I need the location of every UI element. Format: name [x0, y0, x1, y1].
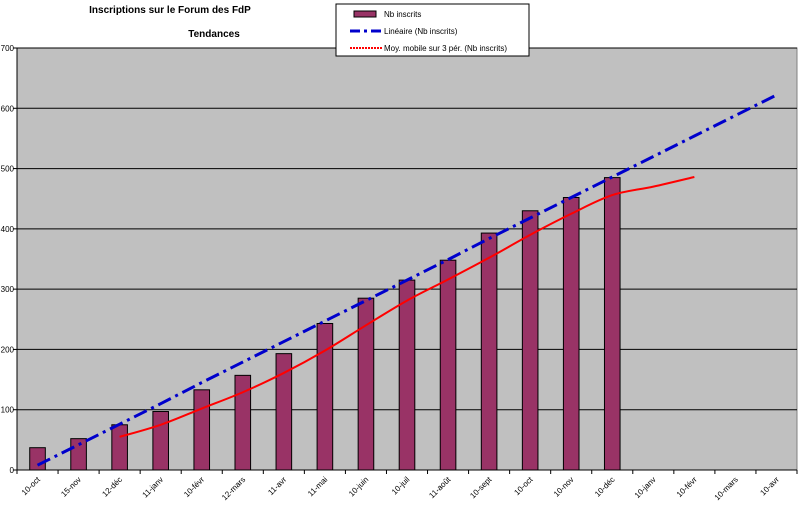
- y-tick-label: 400: [1, 225, 15, 234]
- line-series: [36, 93, 778, 467]
- bar: [562, 197, 580, 471]
- bar: [29, 447, 46, 471]
- x-tick-label: 10-janv: [633, 475, 658, 500]
- x-tick-label: 11-août: [427, 475, 453, 501]
- bar-series: [29, 177, 621, 471]
- x-tick-label: 10-oct: [512, 475, 535, 498]
- bar: [111, 424, 128, 471]
- bar: [398, 279, 416, 471]
- chart-title: Inscriptions sur le Forum des FdP: [89, 5, 251, 16]
- x-tick-label: 10-juin: [347, 475, 370, 498]
- bar: [439, 259, 457, 471]
- x-tick-label: 11-avr: [266, 475, 288, 497]
- y-tick-label: 0: [10, 466, 15, 475]
- x-tick-label: 10-mars: [713, 475, 740, 502]
- moving-average-line: [119, 176, 695, 438]
- bar: [193, 389, 211, 471]
- x-tick-label: 12-déc: [100, 475, 124, 499]
- chart-subtitle: Tendances: [188, 29, 240, 40]
- x-tick-label: 10-oct: [20, 475, 43, 498]
- x-tick-label: 10-avr: [758, 475, 781, 498]
- x-tick-label: 10-nov: [552, 475, 576, 499]
- legend: Nb inscrits Linéaire (Nb inscrits) Moy. mo…: [335, 3, 530, 57]
- x-tick-label: 15-nov: [59, 475, 83, 499]
- bar: [152, 411, 169, 471]
- x-tick-label: 12-mars: [220, 475, 247, 502]
- x-tick-label: 11-janv: [141, 475, 166, 500]
- legend-label: Moy. mobile sur 3 pér. (Nb inscrits): [384, 44, 507, 53]
- bar: [521, 210, 539, 471]
- x-tick-label: 11-mai: [306, 475, 329, 498]
- bar: [357, 297, 375, 471]
- y-tick-label: 300: [1, 285, 15, 294]
- y-tick-label: 500: [1, 165, 15, 174]
- y-tick-label: 200: [1, 345, 15, 354]
- legend-label: Linéaire (Nb inscrits): [384, 27, 458, 36]
- x-tick-label: 10-sept: [468, 475, 494, 501]
- bar: [480, 232, 498, 471]
- legend-swatch-bar: [353, 10, 377, 18]
- gridlines: [17, 47, 797, 411]
- x-tick-label: 10-févr: [675, 475, 699, 499]
- y-tick-label: 600: [1, 104, 15, 113]
- y-tick-label: 100: [1, 406, 15, 415]
- legend-label: Nb inscrits: [384, 10, 421, 19]
- y-tick-label: 700: [1, 44, 15, 53]
- x-tick-label: 10-déc: [593, 475, 617, 499]
- trendline-linear: [36, 93, 778, 467]
- bar: [316, 323, 334, 471]
- x-tick-label: 10-févr: [182, 475, 206, 499]
- bar: [603, 177, 621, 471]
- x-tick-label: 10-juil: [390, 475, 412, 497]
